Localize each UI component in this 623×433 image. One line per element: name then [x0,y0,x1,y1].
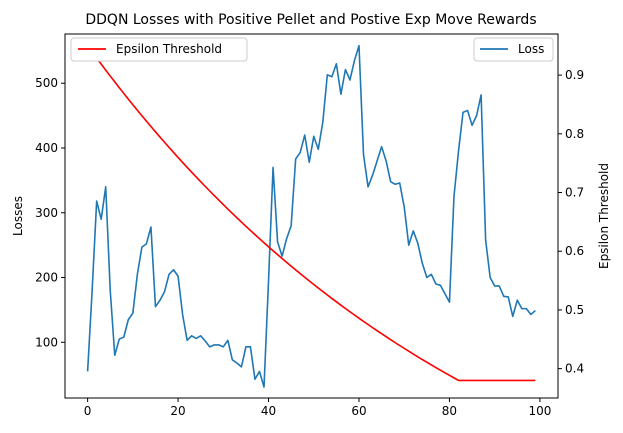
x-tick-label: 80 [442,404,457,418]
plot-frame [64,33,559,399]
y-tick-label: 500 [35,76,58,90]
y-tick-label: 100 [35,335,58,349]
x-tick-label: 40 [261,404,276,418]
epsilon-series [86,45,536,382]
x-tick-label: 0 [84,404,92,418]
x-axis-ticks: 0 20 40 60 80 100 [84,398,551,418]
y2-axis-label: Epsilon Threshold [597,163,611,269]
y-tick-label: 200 [35,271,58,285]
y-axis-label: Losses [11,196,25,236]
loss-line [86,44,536,388]
legend-right-box [473,37,554,62]
y2-tick-label: 0.5 [565,303,584,317]
epsilon-line [86,45,536,382]
x-tick-label: 100 [528,404,551,418]
y2-tick-label: 0.9 [565,68,584,82]
y2-tick-label: 0.8 [565,127,584,141]
plot-area [64,33,559,399]
chart-title: DDQN Losses with Positive Pellet and Pos… [85,12,536,28]
y-tick-label: 400 [35,141,58,155]
y-axis-left-ticks: 100 200 300 400 500 [35,76,65,349]
x-tick-label: 60 [351,404,366,418]
y-axis-right-ticks: 0.4 0.5 0.6 0.7 0.8 0.9 [558,68,584,376]
legend-left: Epsilon Threshold [70,37,248,62]
legend-right-label: Loss [518,42,544,56]
loss-series [86,44,536,388]
y2-tick-label: 0.4 [565,362,584,376]
legend-left-label: Epsilon Threshold [116,42,222,56]
y2-tick-label: 0.6 [565,244,584,258]
x-tick-label: 20 [170,404,185,418]
y2-tick-label: 0.7 [565,186,584,200]
legend-left-box [70,37,248,62]
y-tick-label: 300 [35,206,58,220]
legend-right: Loss [473,37,554,62]
